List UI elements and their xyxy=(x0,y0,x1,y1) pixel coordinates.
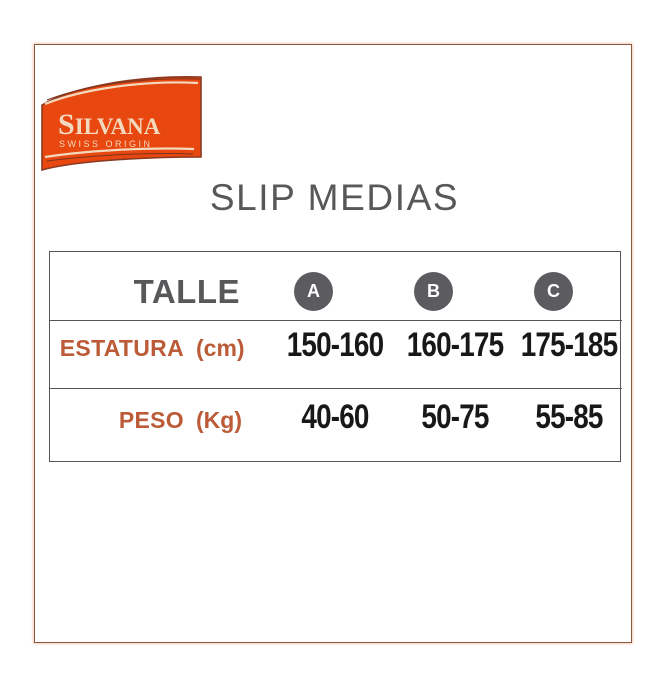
svg-text:SWISS ORIGIN: SWISS ORIGIN xyxy=(59,139,153,149)
